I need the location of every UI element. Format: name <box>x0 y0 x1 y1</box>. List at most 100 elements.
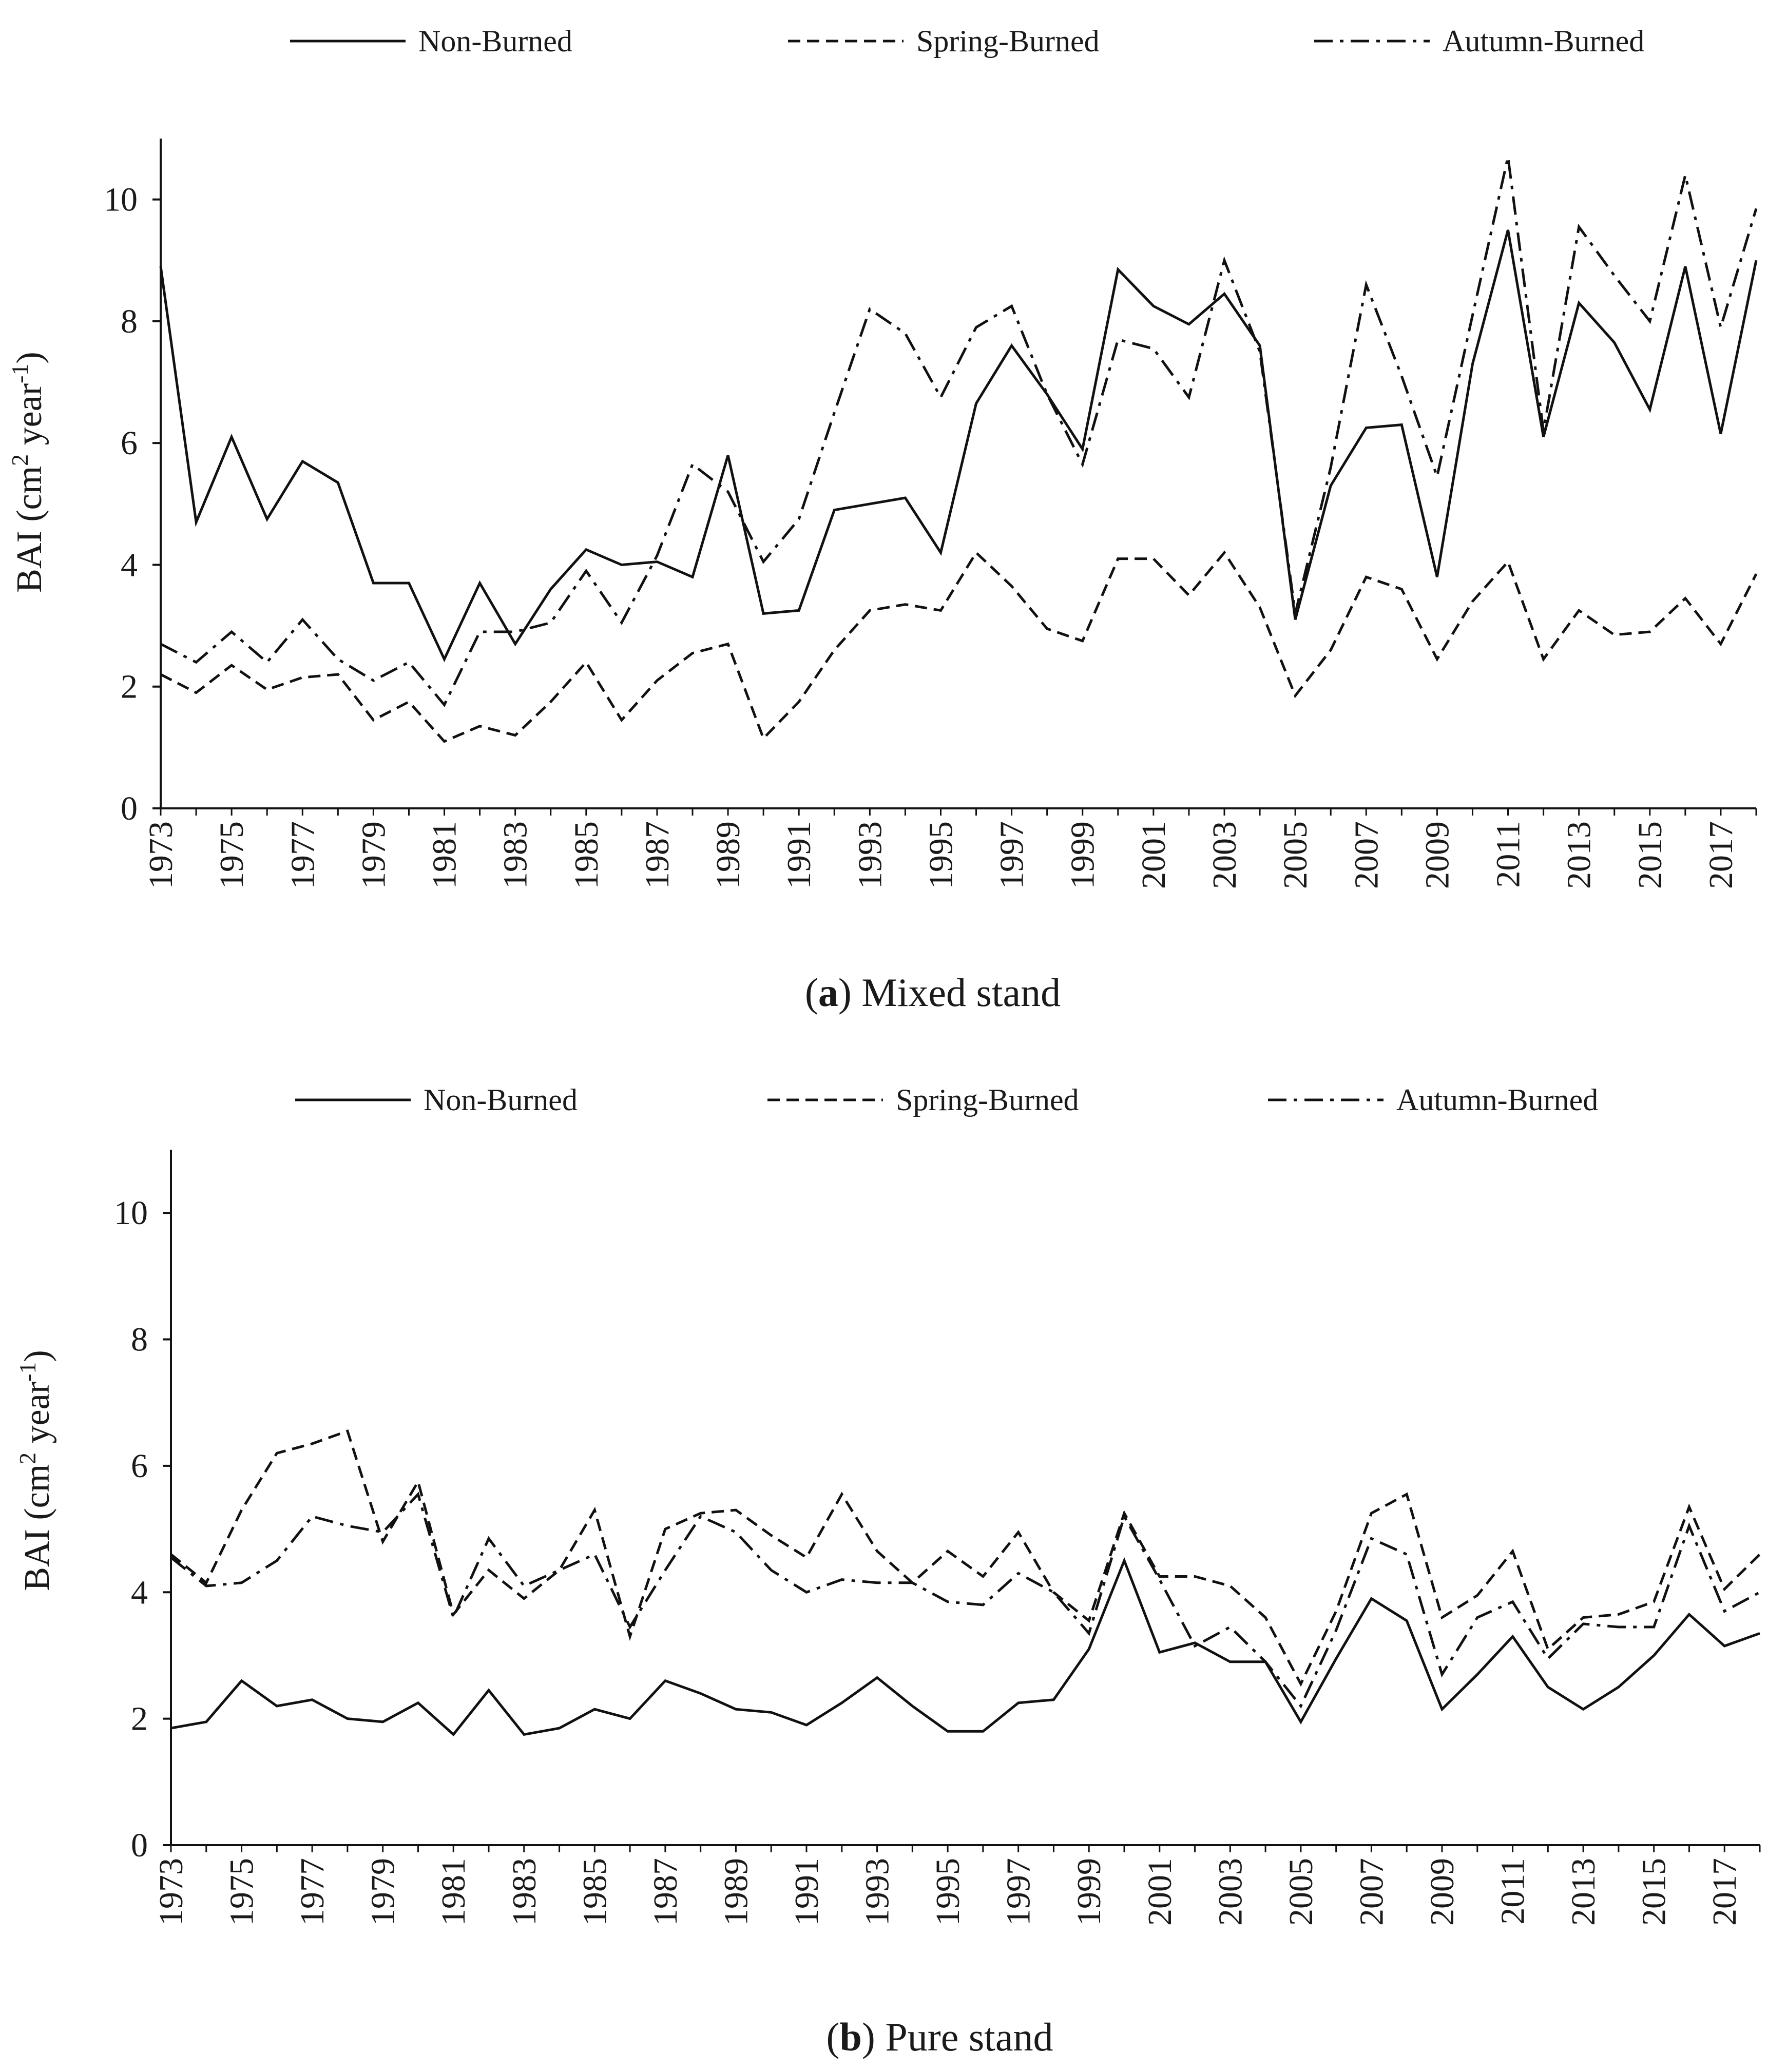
x-tick-label: 1981 <box>426 821 464 889</box>
y-tick-label: 6 <box>131 1447 148 1485</box>
x-tick-label: 1977 <box>284 821 321 889</box>
x-tick-label: 1973 <box>152 1858 190 1926</box>
y-tick-label: 2 <box>131 1700 148 1738</box>
data-point <box>559 1570 560 1571</box>
legend-label: Spring-Burned <box>896 1083 1079 1117</box>
x-tick-label: 1979 <box>355 821 392 889</box>
y-tick-label: 4 <box>131 1574 148 1611</box>
x-tick-label: 1993 <box>851 821 889 889</box>
x-tick-label: 1987 <box>639 821 676 889</box>
x-tick-label: 2003 <box>1206 821 1243 889</box>
x-tick-label: 1985 <box>568 821 605 889</box>
x-tick-label: 1991 <box>780 821 818 889</box>
data-point <box>905 333 906 334</box>
data-point <box>347 1525 348 1526</box>
series-dashdot <box>160 157 1758 707</box>
x-tick-label: 2011 <box>1490 821 1527 888</box>
x-tick-label: 1997 <box>993 821 1031 889</box>
legend-label: Autumn-Burned <box>1443 24 1644 58</box>
data-point <box>559 1570 560 1571</box>
data-point <box>1153 348 1154 349</box>
x-tick-label: 2013 <box>1565 1858 1602 1926</box>
x-tick-label: 1995 <box>922 821 959 889</box>
x-tick-label: 2015 <box>1631 821 1669 889</box>
x-tick-label: 1985 <box>576 1858 613 1926</box>
data-point <box>1230 1627 1231 1628</box>
data-point <box>453 1617 454 1618</box>
x-tick-label: 1979 <box>364 1858 402 1926</box>
series-line <box>159 229 1758 663</box>
series-line <box>170 1429 1761 1687</box>
data-point <box>594 1554 595 1555</box>
x-tick-label: 1987 <box>647 1858 684 1926</box>
x-tick-label: 1995 <box>929 1858 967 1926</box>
panel-b: Non-Burned Spring-Burned Autumn-Burned 0 2 4 6… <box>14 1083 1761 2059</box>
x-tick-label: 2001 <box>1135 821 1173 889</box>
x-tick-label: 1975 <box>213 821 251 889</box>
x-tick-label: 2007 <box>1353 1858 1390 1926</box>
x-tick-label: 2017 <box>1702 821 1740 889</box>
panel-caption: (a) Mixed stand <box>805 970 1061 1015</box>
x-tick-label: 2013 <box>1561 821 1598 889</box>
y-tick-label: 0 <box>131 1827 148 1864</box>
legend-label: Autumn-Burned <box>1396 1083 1598 1117</box>
legend-label: Non-Burned <box>418 24 572 58</box>
data-point <box>1614 275 1615 276</box>
x-tick-label: 1993 <box>859 1858 896 1926</box>
y-tick-label: 2 <box>121 668 138 706</box>
x-tick-label: 2009 <box>1424 1858 1461 1926</box>
x-tick-label: 2003 <box>1212 1858 1249 1926</box>
series-line <box>170 1557 1760 1737</box>
y-tick-label: 0 <box>121 790 138 827</box>
series-dashed <box>170 1429 1761 1687</box>
data-point <box>479 631 480 632</box>
y-axis-label: BAI (cm2 year-1) <box>14 1350 57 1591</box>
legend-label: Spring-Burned <box>916 24 1100 58</box>
x-tick-label: 2005 <box>1277 821 1314 889</box>
x-tick-label: 2009 <box>1418 821 1456 889</box>
series-line <box>170 1492 1761 1709</box>
x-tick-label: 1991 <box>788 1858 825 1926</box>
data-point <box>940 397 941 398</box>
data-point <box>382 1532 383 1533</box>
x-tick-label: 1989 <box>709 821 747 889</box>
x-tick-label: 2007 <box>1348 821 1385 889</box>
series-line <box>160 157 1758 707</box>
y-tick-label: 4 <box>121 546 138 584</box>
series-solid <box>170 1557 1760 1737</box>
series-solid <box>159 229 1758 663</box>
legend-label: Non-Burned <box>424 1083 578 1117</box>
data-point <box>312 1516 313 1517</box>
data-point <box>763 738 764 739</box>
panel-a: Non-Burned Spring-Burned Autumn-Burned 0 2 4 6… <box>7 24 1758 1015</box>
y-tick-label: 8 <box>121 303 138 340</box>
y-tick-label: 8 <box>131 1321 148 1359</box>
x-tick-label: 2011 <box>1494 1858 1532 1925</box>
x-tick-label: 1975 <box>223 1858 261 1926</box>
data-point <box>1159 1579 1160 1580</box>
series-dashed <box>160 550 1758 743</box>
x-tick-label: 1977 <box>294 1858 331 1926</box>
y-tick-label: 6 <box>121 424 138 462</box>
x-tick-label: 1983 <box>506 1858 543 1926</box>
x-tick-label: 2015 <box>1636 1858 1673 1926</box>
x-tick-label: 2005 <box>1282 1858 1320 1926</box>
x-tick-label: 1999 <box>1064 821 1102 889</box>
data-point <box>1614 634 1615 635</box>
x-tick-label: 1999 <box>1070 1858 1108 1926</box>
data-point <box>806 1557 807 1558</box>
series-dashdot <box>170 1492 1761 1709</box>
y-axis-label: BAI (cm2 year-1) <box>7 352 49 592</box>
x-tick-label: 1997 <box>1000 1858 1037 1926</box>
y-tick-label: 10 <box>114 1194 148 1232</box>
x-tick-label: 1981 <box>435 1858 472 1926</box>
x-tick-label: 2001 <box>1141 1858 1179 1926</box>
series-line <box>160 550 1758 743</box>
panel-caption: (b) Pure stand <box>827 2015 1053 2059</box>
y-tick-label: 10 <box>104 181 138 219</box>
x-tick-label: 1989 <box>717 1858 755 1926</box>
x-tick-label: 1983 <box>497 821 534 889</box>
x-tick-label: 1973 <box>142 821 180 889</box>
data-point <box>1230 1585 1231 1586</box>
